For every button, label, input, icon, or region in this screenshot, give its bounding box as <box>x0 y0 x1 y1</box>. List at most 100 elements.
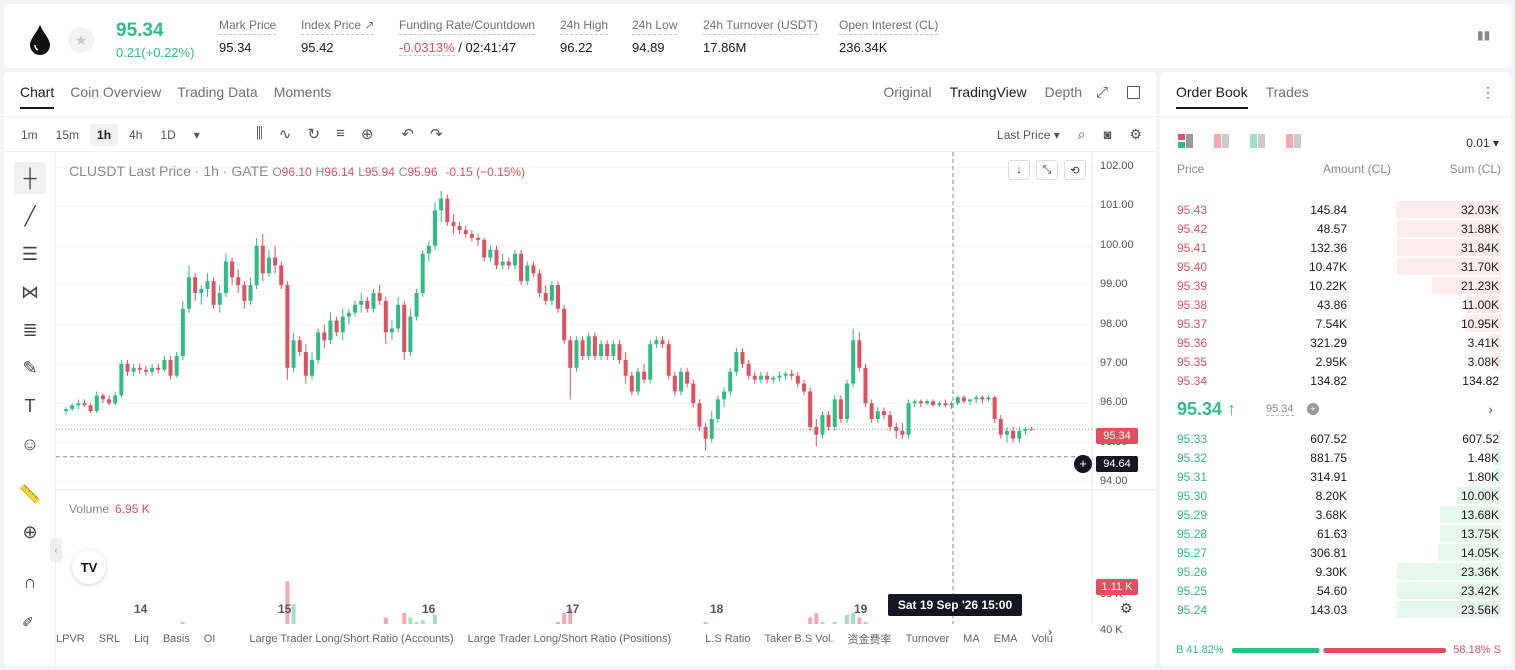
tab-trading-data[interactable]: Trading Data <box>177 84 258 100</box>
bid-row[interactable]: 95.32 881.75 1.48K <box>1160 448 1511 467</box>
tab-tradingview[interactable]: TradingView <box>949 84 1027 100</box>
add-alert-icon[interactable]: ⊕ <box>360 126 374 143</box>
indicator-0[interactable]: LPVR <box>56 633 85 645</box>
bid-row[interactable]: 95.31 314.91 1.80K <box>1160 467 1511 486</box>
stat-label[interactable]: Open Interest (CL) <box>839 18 939 35</box>
axis-settings-icon[interactable]: ⚙ <box>1120 600 1133 616</box>
gear-icon[interactable]: ⚙ <box>1129 126 1142 142</box>
pencil-icon[interactable]: ✐ <box>22 614 34 630</box>
chevron-right-icon[interactable]: › <box>1048 624 1053 639</box>
asks-bids-icon[interactable] <box>1286 134 1302 148</box>
text-tool-icon[interactable]: T <box>24 395 36 416</box>
undo-icon[interactable]: ↶ <box>401 126 414 143</box>
fib-icon[interactable]: ≣ <box>22 319 38 340</box>
bids-only-icon[interactable] <box>1250 134 1266 148</box>
ask-row[interactable]: 95.42 48.57 31.88K <box>1160 219 1511 238</box>
stat-label[interactable]: 24h Turnover (USDT) <box>703 18 818 35</box>
ask-row[interactable]: 95.40 10.47K 31.70K <box>1160 257 1511 276</box>
indicator-9[interactable]: 资金费率 <box>847 634 892 646</box>
asks-only-icon[interactable] <box>1214 134 1230 148</box>
indicator-1[interactable]: SRL <box>98 633 121 645</box>
both-sides-icon[interactable] <box>1178 134 1194 148</box>
favorite-star-icon[interactable]: ★ <box>68 27 94 53</box>
crosshair-icon[interactable]: ┼ <box>14 162 46 194</box>
ask-row[interactable]: 95.43 145.84 32.03K <box>1160 200 1511 219</box>
indicator-4[interactable]: OI <box>203 633 216 645</box>
ruler-icon[interactable]: 📏 <box>18 483 42 504</box>
camera-icon[interactable]: ◙ <box>1103 127 1112 142</box>
ask-row[interactable]: 95.38 43.86 11.00K <box>1160 295 1511 314</box>
magnet-icon[interactable]: ∩ <box>23 571 37 592</box>
candlestick-chart[interactable] <box>56 152 1156 624</box>
stat-label[interactable]: 24h Low <box>632 18 678 35</box>
ask-row[interactable]: 95.34 134.82 134.82 <box>1160 371 1511 390</box>
bid-row[interactable]: 95.28 61.63 13.75K <box>1160 524 1511 543</box>
horizontal-lines-icon[interactable]: ☰ <box>21 243 39 264</box>
indicators-icon[interactable]: ∿ <box>278 126 292 143</box>
redo-icon[interactable]: ↷ <box>429 126 443 143</box>
pattern-icon[interactable]: ⋈ <box>21 281 39 302</box>
zoom-in-icon[interactable]: ⊕ <box>22 521 38 542</box>
stat-label[interactable]: 24h High <box>560 18 609 35</box>
ask-row[interactable]: 95.35 2.95K 3.08K <box>1160 352 1511 371</box>
replay-icon[interactable]: ↻ <box>307 126 321 143</box>
tab-trades[interactable]: Trades <box>1265 84 1309 100</box>
search-icon[interactable]: ⌕ <box>1077 126 1086 142</box>
interval-4h[interactable]: 4h <box>129 128 143 142</box>
interval-1m[interactable]: 1m <box>21 128 38 142</box>
bid-row[interactable]: 95.25 54.60 23.42K <box>1160 581 1511 600</box>
bid-row[interactable]: 95.26 9.30K 23.36K <box>1160 562 1511 581</box>
tab-coin-overview[interactable]: Coin Overview <box>70 84 162 100</box>
collapse-icon[interactable]: ⤡ <box>1036 160 1058 180</box>
interval-15m[interactable]: 15m <box>55 128 80 142</box>
ask-row[interactable]: 95.36 321.29 3.41K <box>1160 333 1511 352</box>
expand-icon[interactable]: ⤢ <box>1095 84 1108 101</box>
interval-1d[interactable]: 1D <box>160 128 176 142</box>
fullscreen-icon[interactable] <box>1127 86 1140 99</box>
more-icon[interactable]: ⋮ <box>1481 84 1495 100</box>
bid-row[interactable]: 95.33 607.52 607.52 <box>1160 429 1511 448</box>
info-icon[interactable]: + <box>1307 403 1319 415</box>
trendline-icon[interactable]: ╱ <box>24 205 36 226</box>
stat-label[interactable]: Index Price ↗ <box>301 18 375 35</box>
brush-icon[interactable]: ✎ <box>22 357 38 378</box>
book-icon[interactable]: ▮▮ <box>1477 28 1491 42</box>
chevron-right-icon[interactable]: › <box>1488 401 1493 417</box>
tab-moments[interactable]: Moments <box>273 84 332 100</box>
indicator-13[interactable]: Volu <box>1031 633 1053 645</box>
templates-icon[interactable]: ≡ <box>336 125 345 142</box>
bid-row[interactable]: 95.30 8.20K 10.00K <box>1160 486 1511 505</box>
indicator-7[interactable]: L.S Ratio <box>705 633 751 645</box>
indicator-5[interactable]: Large Trader Long/Short Ratio (Accounts) <box>249 633 454 645</box>
ask-row[interactable]: 95.41 132.36 31.84K <box>1160 238 1511 257</box>
tradingview-logo[interactable]: TV <box>72 550 106 584</box>
emoji-icon[interactable]: ☺ <box>20 433 40 454</box>
interval-1h[interactable]: 1h <box>90 124 119 146</box>
indicator-6[interactable]: Large Trader Long/Short Ratio (Positions… <box>467 633 672 645</box>
stat-label[interactable]: Mark Price <box>219 18 277 35</box>
add-order-icon[interactable]: + <box>1074 455 1092 473</box>
collapse-toolbar-icon[interactable]: ‹ <box>50 538 62 562</box>
stat-label[interactable]: Funding Rate/Countdown <box>399 18 536 35</box>
candle-type-icon[interactable]: ⫼ <box>256 125 263 142</box>
ask-row[interactable]: 95.39 10.22K 21.23K <box>1160 276 1511 295</box>
scroll-down-icon[interactable]: ↓ <box>1008 160 1030 180</box>
bid-row[interactable]: 95.29 3.68K 13.68K <box>1160 505 1511 524</box>
funding-rate-value[interactable]: -0.0313% <box>399 40 455 56</box>
bid-row[interactable]: 95.27 306.81 14.05K <box>1160 543 1511 562</box>
tab-depth[interactable]: Depth <box>1044 84 1082 100</box>
tick-size-select[interactable]: 0.01 ▾ <box>1466 136 1499 150</box>
indicator-12[interactable]: EMA <box>993 633 1018 645</box>
indicator-3[interactable]: Basis <box>162 633 190 645</box>
tab-order-book[interactable]: Order Book <box>1176 84 1248 109</box>
reset-icon[interactable]: ⟲ <box>1064 160 1086 180</box>
indicator-11[interactable]: MA <box>963 633 980 645</box>
indicator-2[interactable]: Liq <box>134 633 149 645</box>
indicator-10[interactable]: Turnover <box>905 633 950 645</box>
tab-original[interactable]: Original <box>883 84 932 100</box>
ask-row[interactable]: 95.37 7.54K 10.95K <box>1160 314 1511 333</box>
interval-dropdown-icon[interactable]: ▾ <box>193 128 200 142</box>
indicator-8[interactable]: Taker B.S Vol. <box>764 633 834 645</box>
bid-row[interactable]: 95.24 143.03 23.56K <box>1160 600 1511 619</box>
mid-mark-price[interactable]: 95.34 <box>1266 403 1294 416</box>
